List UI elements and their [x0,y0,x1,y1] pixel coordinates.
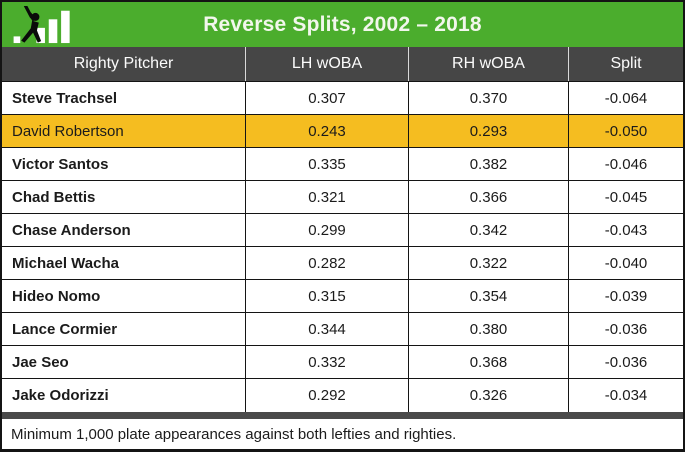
table-row: Steve Trachsel 0.307 0.370 -0.064 [2,82,683,115]
lh-woba-cell: 0.299 [245,214,408,246]
lh-woba-cell: 0.292 [245,379,408,412]
rh-woba-cell: 0.380 [408,313,568,345]
pitcher-name-cell: Chad Bettis [12,188,96,206]
batter-bar-chart-logo-icon [13,5,70,43]
split-cell: -0.046 [568,148,683,180]
rh-woba-cell: 0.368 [408,346,568,378]
lh-woba-cell: 0.307 [245,82,408,114]
pitcher-name-cell: Jae Seo [12,353,69,371]
split-cell: -0.050 [568,115,683,147]
rh-woba-cell: 0.322 [408,247,568,279]
split-cell: -0.064 [568,82,683,114]
pitcher-name-cell: Steve Trachsel [12,89,118,107]
table-row: Chad Bettis 0.321 0.366 -0.045 [2,181,683,214]
lh-woba-cell: 0.344 [245,313,408,345]
rh-woba-cell: 0.293 [408,115,568,147]
table-body: Steve Trachsel 0.307 0.370 -0.064 David Robe… [2,82,683,412]
split-cell: -0.036 [568,313,683,345]
split-cell: -0.043 [568,214,683,246]
footnote: Minimum 1,000 plate appearances against … [2,419,683,449]
split-cell: -0.034 [568,379,683,412]
pitcher-name-cell: David Robertson [12,122,124,140]
table-row: Victor Santos 0.335 0.382 -0.046 [2,148,683,181]
table-row: Michael Wacha 0.282 0.322 -0.040 [2,247,683,280]
pitcher-name-cell: Michael Wacha [12,254,119,272]
column-header-split: Split [568,47,683,81]
page-title: Reverse Splits, 2002 – 2018 [203,12,482,36]
pitcher-name-cell: Hideo Nomo [12,287,101,305]
split-cell: -0.039 [568,280,683,312]
split-cell: -0.040 [568,247,683,279]
table-header-row: Righty Pitcher LH wOBA RH wOBA Split [2,47,683,82]
rh-woba-cell: 0.342 [408,214,568,246]
split-cell: -0.036 [568,346,683,378]
pitcher-name-cell: Victor Santos [12,155,109,173]
table-row: Jae Seo 0.332 0.368 -0.036 [2,346,683,379]
rh-woba-cell: 0.366 [408,181,568,213]
footer-divider [2,412,683,419]
column-header-lh-woba: LH wOBA [245,47,408,81]
pitcher-name-cell: Jake Odorizzi [12,387,109,404]
column-header-rh-woba: RH wOBA [408,47,568,81]
lh-woba-cell: 0.335 [245,148,408,180]
pitcher-name-cell: Chase Anderson [12,221,131,239]
table-row: Hideo Nomo 0.315 0.354 -0.039 [2,280,683,313]
lh-woba-cell: 0.321 [245,181,408,213]
lh-woba-cell: 0.282 [245,247,408,279]
pitcher-name-cell: Lance Cormier [12,320,118,338]
lh-woba-cell: 0.243 [245,115,408,147]
table-row: Lance Cormier 0.344 0.380 -0.036 [2,313,683,346]
lh-woba-cell: 0.315 [245,280,408,312]
rh-woba-cell: 0.354 [408,280,568,312]
rh-woba-cell: 0.326 [408,379,568,412]
split-cell: -0.045 [568,181,683,213]
table-row: Jake Odorizzi 0.292 0.326 -0.034 [2,379,683,412]
column-header-pitcher: Righty Pitcher [73,55,174,72]
table-row: Chase Anderson 0.299 0.342 -0.043 [2,214,683,247]
table-row: David Robertson 0.243 0.293 -0.050 [2,115,683,148]
lh-woba-cell: 0.332 [245,346,408,378]
rh-woba-cell: 0.370 [408,82,568,114]
title-banner: Reverse Splits, 2002 – 2018 [2,2,683,47]
rh-woba-cell: 0.382 [408,148,568,180]
